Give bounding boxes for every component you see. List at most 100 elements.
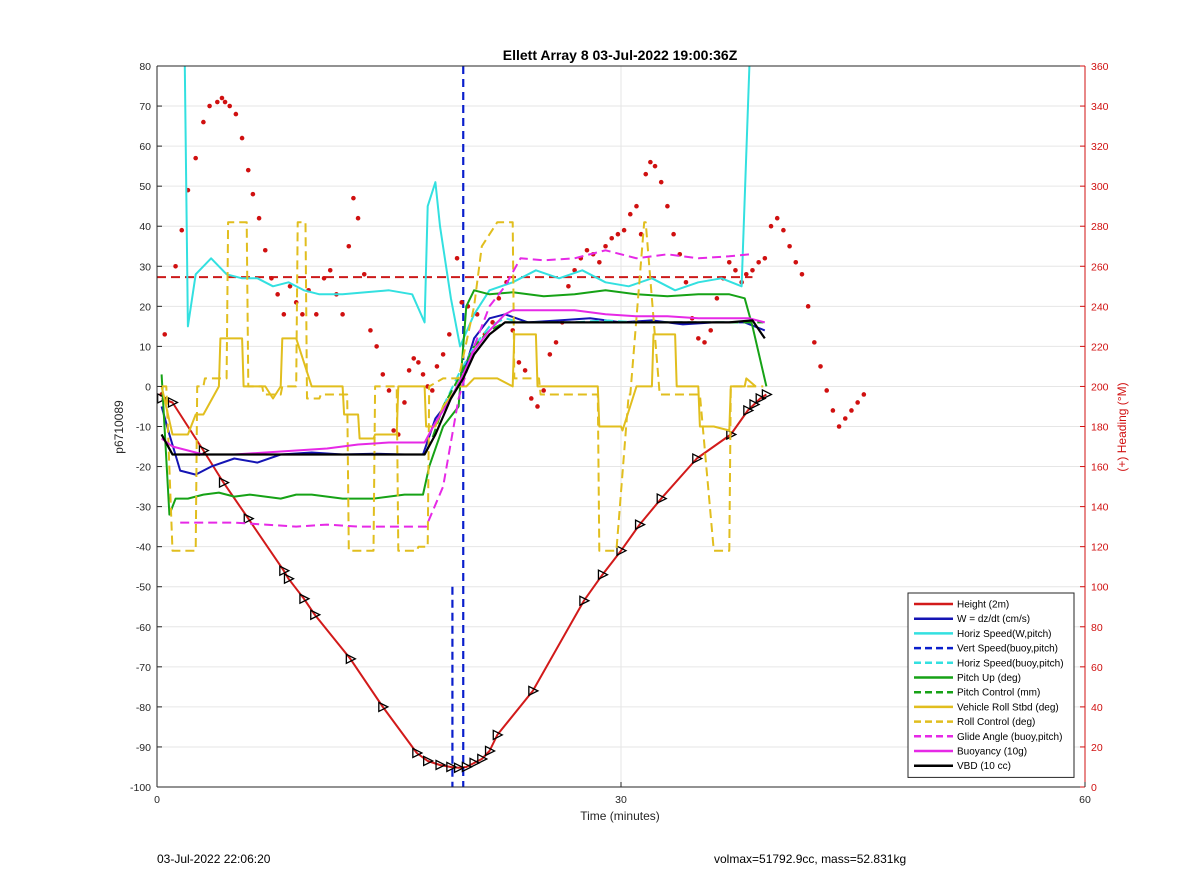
heading-point (762, 255, 768, 261)
heading-point (714, 296, 720, 301)
heading-point (861, 392, 867, 397)
height-marker (198, 444, 210, 457)
height-marker (378, 701, 390, 713)
heading-point (665, 203, 670, 209)
heading-point (250, 191, 256, 197)
height-marker (755, 392, 767, 405)
y2-tick-label: 200 (1091, 381, 1109, 393)
heading-point (702, 340, 707, 345)
legend: Height (2m) W = dz/dt (cm/s) Horiz Speed(W… (907, 592, 1075, 778)
height-marker (692, 452, 704, 465)
height-marker (279, 565, 291, 577)
heading-point (603, 243, 608, 249)
legend-label: Vehicle Roll Stbd (deg) (957, 702, 1059, 713)
height-marker (749, 398, 761, 411)
heading-point (314, 312, 319, 317)
heading-point (547, 352, 553, 357)
y-tick-label: -60 (136, 622, 151, 634)
series-line (161, 221, 764, 552)
heading-point (516, 360, 522, 365)
heading-point (380, 372, 386, 377)
heading-point (193, 155, 198, 161)
y2-tick-label: 260 (1091, 261, 1109, 273)
y2-tick-label: 300 (1091, 181, 1109, 193)
heading-point (420, 372, 426, 377)
heading-point (648, 159, 653, 165)
height-marker (345, 653, 357, 665)
footer-volmax: volmax=51792.9cc, mass=52.831kg (714, 852, 907, 866)
y-tick-label: 60 (139, 141, 151, 153)
y-tick-label: -40 (136, 542, 151, 554)
y-tick-label: -30 (136, 502, 151, 514)
height-marker (412, 747, 424, 759)
heading-point (671, 231, 676, 237)
y-tick-label: -100 (130, 782, 151, 794)
heading-point (374, 344, 379, 349)
height-marker (634, 519, 647, 531)
y-tick-label: 70 (139, 101, 151, 113)
heading-point (615, 231, 621, 237)
heading-point (416, 360, 421, 365)
y2-tick-label: 360 (1091, 61, 1109, 73)
heading-point (459, 300, 464, 305)
heading-point (541, 388, 546, 393)
heading-point (391, 428, 396, 433)
height-marker (167, 396, 179, 409)
heading-point (836, 424, 842, 429)
x-tick-label: 0 (154, 794, 160, 806)
y2-tick-label: 320 (1091, 141, 1109, 153)
height-marker (528, 685, 540, 697)
height-marker (310, 609, 322, 621)
height-marker (283, 573, 295, 585)
footer-timestamp: 03-Jul-2022 22:06:20 (157, 852, 271, 866)
heading-point (222, 99, 228, 105)
chart-title: Ellett Array 8 03-Jul-2022 19:00:36Z (503, 47, 738, 63)
heading-point (233, 111, 239, 117)
heading-point (496, 296, 502, 301)
heading-point (207, 103, 212, 109)
legend-label: VBD (10 cc) (957, 761, 1011, 772)
y-tick-label: 20 (139, 301, 151, 313)
height-marker (299, 593, 311, 605)
heading-point (434, 364, 440, 369)
heading-point (430, 388, 435, 393)
y2-tick-label: 0 (1091, 782, 1097, 794)
heading-point (179, 227, 185, 233)
heading-point (756, 259, 761, 265)
height-marker (492, 729, 504, 741)
height-marker (446, 761, 458, 773)
heading-point (768, 223, 774, 229)
y-axis-label: p6710089 (112, 400, 126, 454)
y-tick-label: 50 (139, 181, 151, 193)
height-marker (243, 513, 255, 525)
heading-point (696, 336, 701, 341)
heading-point (774, 215, 780, 221)
height-marker (597, 569, 609, 581)
heading-point (609, 235, 615, 241)
y2-tick-label: 120 (1091, 542, 1109, 554)
height-marker (453, 762, 466, 774)
heading-point (454, 255, 460, 261)
heading-point (799, 271, 805, 277)
legend-box (907, 592, 1075, 778)
heading-point (535, 404, 540, 409)
y-tick-label: 10 (139, 341, 151, 353)
y2-tick-label: 100 (1091, 582, 1109, 594)
heading-point (474, 312, 480, 317)
heading-point (355, 215, 361, 221)
heading-point (287, 284, 293, 289)
legend-label: Pitch Up (deg) (957, 673, 1021, 684)
heading-point (787, 243, 792, 249)
heading-point (300, 312, 305, 317)
heading-point (652, 163, 658, 169)
heading-point (849, 408, 854, 413)
heading-point (440, 352, 446, 357)
heading-point (227, 103, 232, 109)
heading-point (351, 195, 356, 201)
y2-tick-label: 280 (1091, 221, 1109, 233)
heading-point (361, 271, 367, 277)
heading-point (522, 368, 528, 373)
height-marker (423, 755, 435, 767)
heading-point (321, 275, 327, 281)
